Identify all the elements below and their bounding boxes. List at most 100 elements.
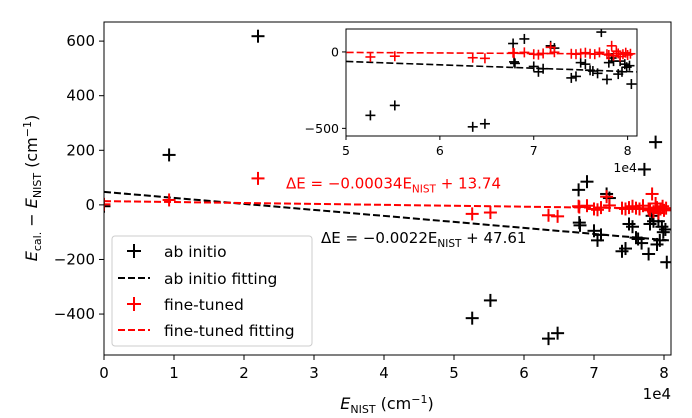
inset-ab-initio-point bbox=[626, 79, 637, 90]
main-fine-tuned-point bbox=[483, 206, 497, 220]
inset-fine-tuned-point bbox=[611, 46, 622, 57]
inset-chart: 5 6 7 8 −500 0 1e4 bbox=[305, 28, 638, 175]
legend-item-ab-initio-fitting: ab initio fitting bbox=[118, 270, 277, 288]
inset-ab-initio-point bbox=[592, 68, 603, 79]
x-tick-label: 6 bbox=[519, 364, 529, 382]
inset-ab-initio-point bbox=[528, 61, 539, 72]
inset-fine-tuned-point bbox=[538, 48, 549, 59]
main-fine-tuned-point bbox=[600, 190, 614, 204]
plot-frame bbox=[103, 21, 672, 356]
legend-marker-ab-initio bbox=[127, 244, 141, 258]
main-fine-tuned-point bbox=[551, 209, 565, 223]
main-ab-initio-point bbox=[660, 255, 671, 269]
legend-label-ab-initio-fitting: ab initio fitting bbox=[164, 270, 277, 288]
main-ab-initio-point bbox=[587, 224, 601, 238]
main-ab-initio-point bbox=[649, 135, 663, 149]
inset-fine-tuned-point bbox=[389, 51, 400, 62]
main-ab-initio-fitting-line bbox=[104, 190, 671, 242]
inset-x-tick-label: 5 bbox=[342, 143, 350, 158]
main-ab-initio-point bbox=[542, 332, 555, 346]
main-fine-tuned-point bbox=[542, 208, 555, 222]
inset-ab-initio-fitting-line bbox=[346, 60, 637, 73]
y-tick-label: −400 bbox=[54, 305, 95, 323]
inset-ab-initio-point bbox=[509, 56, 520, 67]
main-ab-initio-point bbox=[580, 175, 594, 189]
inset-plot-area bbox=[346, 29, 637, 136]
main-ab-initio-point bbox=[642, 247, 656, 261]
inset-ab-initio-point bbox=[519, 33, 530, 44]
legend-item-fine-tuned-fitting: fine-tuned fitting bbox=[118, 322, 295, 340]
inset-ab-initio-point bbox=[509, 58, 520, 69]
x-tick-label: 8 bbox=[659, 364, 669, 382]
main-ab-initio-point bbox=[465, 311, 479, 325]
x-tick-label: 2 bbox=[239, 364, 249, 382]
inset-fine-tuned-point bbox=[625, 48, 636, 59]
legend-item-ab-initio: ab initio bbox=[127, 243, 227, 261]
x-tick-label: 1 bbox=[169, 364, 179, 382]
main-ab-initio-point bbox=[572, 183, 586, 197]
y-tick-label: 0 bbox=[85, 196, 95, 214]
legend: ab initio ab initio fitting fine-tuned f… bbox=[111, 235, 313, 347]
inset-frame bbox=[345, 28, 638, 137]
inset-fine-tuned-point bbox=[606, 40, 617, 51]
main-fine-tuned-point bbox=[465, 207, 479, 221]
main-ab-initio-point bbox=[653, 233, 667, 247]
inset-fine-tuned-point bbox=[620, 47, 631, 58]
main-fine-tuned-point bbox=[104, 197, 111, 211]
main-fine-tuned-point bbox=[657, 203, 671, 217]
main-ab-initio-point bbox=[594, 228, 608, 242]
x-tick-label: 5 bbox=[449, 364, 459, 382]
x-tick-label: 3 bbox=[309, 364, 319, 382]
inset-x-tick-label: 7 bbox=[530, 143, 538, 158]
main-ab-initio-point bbox=[551, 326, 565, 340]
inset-fine-tuned-point bbox=[589, 49, 600, 60]
annotation-ab-equation: ΔE = −0.0022ENIST + 47.61 bbox=[321, 229, 526, 250]
main-fine-tuned-point bbox=[645, 187, 659, 201]
main-ab-initio-point bbox=[483, 293, 497, 307]
main-ab-initio-point bbox=[251, 29, 265, 43]
legend-label-fine-tuned-fitting: fine-tuned fitting bbox=[164, 322, 295, 340]
main-fine-tuned-point bbox=[602, 198, 616, 212]
x-tick-label: 7 bbox=[589, 364, 599, 382]
x-tick-label: 4 bbox=[379, 364, 389, 382]
inset-ab-initio-point bbox=[566, 72, 577, 83]
inset-ab-initio-point bbox=[508, 38, 519, 49]
y-tick-label: 200 bbox=[66, 141, 95, 159]
main-fine-tuned-point bbox=[636, 199, 650, 213]
annotation-fine-equation: ΔE = −0.00034ENIST + 13.74 bbox=[286, 175, 501, 196]
inset-fine-tuned-point bbox=[467, 52, 478, 63]
main-fine-tuned-point bbox=[580, 199, 594, 213]
inset-ab-initio-point bbox=[580, 59, 591, 70]
x-offset-label: 1e4 bbox=[643, 385, 671, 403]
y-tick-label: 600 bbox=[66, 32, 95, 50]
inset-fine-tuned-point bbox=[365, 51, 376, 62]
inset-fine-tuned-point bbox=[533, 49, 544, 60]
legend-label-fine-tuned: fine-tuned bbox=[164, 296, 244, 314]
inset-ab-initio-point bbox=[538, 63, 549, 74]
legend-marker-fine-tuned bbox=[127, 297, 141, 311]
inset-fine-tuned-point bbox=[549, 47, 560, 58]
main-ab-initio-point bbox=[629, 231, 643, 245]
inset-x-tick-label: 6 bbox=[436, 143, 444, 158]
main-ab-initio-point bbox=[162, 148, 176, 162]
inset-fine-tuned-point bbox=[580, 47, 591, 58]
main-ab-initio-point bbox=[626, 220, 639, 234]
main-fine-tuned-point bbox=[251, 171, 265, 185]
x-tick-label: 0 bbox=[99, 364, 109, 382]
inset-ab-initio-point bbox=[467, 121, 478, 132]
inset-ab-initio-point bbox=[587, 66, 598, 77]
inset-y-tick-label: 0 bbox=[331, 44, 339, 59]
main-ab-initio-point bbox=[656, 225, 670, 239]
legend-box bbox=[111, 235, 313, 347]
y-tick-label: −200 bbox=[54, 250, 95, 268]
x-axis-label: ENIST (cm−1) bbox=[340, 393, 433, 416]
inset-ab-initio-point bbox=[616, 66, 627, 77]
main-fine-tuned-point bbox=[162, 193, 176, 207]
legend-item-fine-tuned: fine-tuned bbox=[127, 296, 244, 314]
inset-x-tick-label: 8 bbox=[624, 143, 632, 158]
inset-ab-initio-point bbox=[575, 57, 586, 68]
main-fine-tuned-point bbox=[594, 201, 608, 215]
legend-label-ab-initio: ab initio bbox=[164, 243, 227, 261]
inset-ab-initio-point bbox=[479, 118, 490, 129]
